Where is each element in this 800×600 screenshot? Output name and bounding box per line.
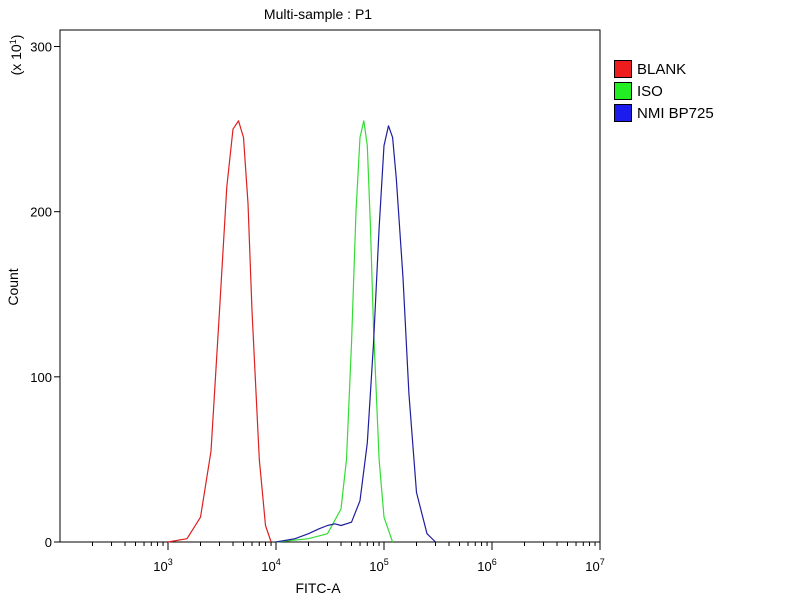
series-line-blank	[167, 120, 272, 543]
legend-swatch-blank	[614, 60, 632, 78]
plot-frame	[59, 29, 601, 543]
legend-swatch-nmi	[614, 104, 632, 122]
legend: BLANK ISO NMI BP725	[614, 58, 714, 124]
x-tick-label: 105	[369, 557, 388, 574]
legend-label-nmi: NMI BP725	[637, 104, 714, 122]
legend-item-nmi: NMI BP725	[614, 102, 714, 124]
y-multiplier-close: )	[8, 35, 24, 40]
x-axis-ticks: 103 104 105 106 107	[92, 542, 605, 574]
chart-title: Multi-sample : P1	[264, 6, 372, 22]
x-tick-label: 103	[153, 557, 172, 574]
legend-swatch-iso	[614, 82, 632, 100]
y-tick-label: 300	[30, 40, 52, 55]
series-line-nmi-bp725	[275, 125, 436, 543]
x-axis-label: FITC-A	[295, 580, 341, 596]
y-axis-ticks: 0 100 200 300	[30, 40, 60, 550]
y-multiplier-base: (x 10	[8, 44, 24, 75]
series-layer	[167, 120, 436, 543]
series-line-iso	[275, 120, 394, 543]
legend-label-iso: ISO	[637, 82, 663, 100]
y-tick-label: 200	[30, 205, 52, 220]
y-multiplier-label: (x 101)	[8, 35, 24, 76]
legend-label-blank: BLANK	[637, 60, 687, 78]
legend-item-iso: ISO	[614, 80, 714, 102]
y-tick-label: 0	[45, 535, 52, 550]
legend-item-blank: BLANK	[614, 58, 714, 80]
y-tick-label: 100	[30, 370, 52, 385]
x-tick-label: 104	[261, 557, 280, 574]
y-axis-label: Count	[5, 268, 21, 305]
x-tick-label: 107	[585, 557, 604, 574]
x-tick-label: 106	[477, 557, 496, 574]
y-multiplier-exp: 1	[8, 39, 18, 44]
